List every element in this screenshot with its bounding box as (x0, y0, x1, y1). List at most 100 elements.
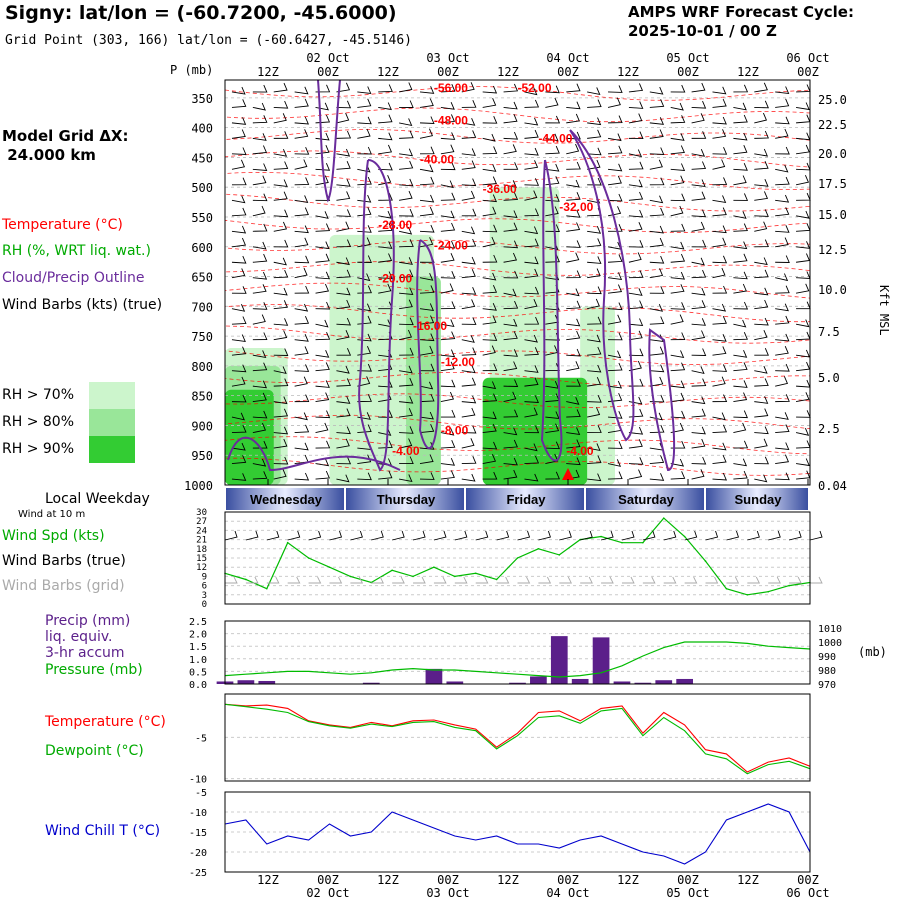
wind-barb (503, 361, 518, 372)
wind-barb (775, 86, 790, 95)
wind-barb (733, 392, 748, 403)
wind-barb (691, 408, 706, 418)
precip-bar (446, 681, 464, 684)
wind-barb (252, 163, 268, 172)
height-tick-2: 20.0 (818, 147, 847, 161)
wind-barb (294, 412, 308, 421)
wind-barb (775, 376, 789, 387)
wind-barb (294, 334, 309, 342)
wind-barb (608, 193, 623, 202)
wind-barb (733, 283, 747, 294)
wind-barb (440, 331, 456, 341)
wind-barb (587, 177, 602, 186)
wind-barb (336, 438, 350, 449)
wind-barb (482, 411, 497, 420)
wind-barb (566, 192, 581, 201)
wind-barb (482, 194, 498, 203)
surface-wind-barb (350, 530, 363, 541)
wind-barb (273, 179, 288, 188)
cloud-outline-5 (648, 328, 676, 472)
wind-barb (399, 347, 414, 356)
grid-wind-barb (413, 576, 426, 584)
wind-barb (649, 346, 664, 356)
pressure-tick-right-3: 1000 (818, 638, 842, 649)
wind-barb (712, 424, 728, 434)
wind-barb (252, 133, 267, 141)
wind-barb (399, 438, 413, 449)
wind-barb (294, 364, 310, 372)
wind-barb (378, 192, 393, 201)
wind-barb (733, 114, 748, 124)
wind-barb (231, 346, 247, 356)
rh80-swatch (89, 409, 135, 436)
wind-barb (566, 113, 580, 124)
wind-barb (670, 392, 685, 403)
wind-barb (733, 458, 748, 467)
wind-barb (524, 190, 538, 201)
wind-barb (649, 364, 665, 373)
wind-barb (524, 117, 539, 126)
precip-bar (550, 636, 568, 684)
wind-barb (566, 131, 581, 140)
wind-barb (649, 207, 665, 217)
isotherm-line-13 (224, 372, 811, 387)
wind-barb (231, 442, 246, 451)
wind-barb (566, 270, 581, 279)
weekday-cell-1 (346, 488, 464, 510)
wind-barb (795, 283, 810, 294)
wind-barb (399, 257, 413, 265)
wind-barb (775, 472, 790, 481)
wind-barb (482, 363, 498, 372)
wind-barb (252, 223, 268, 232)
top-time-tick-7: 00Z (677, 65, 699, 79)
wind-barb (712, 177, 728, 186)
isotherm-line-12 (224, 350, 811, 366)
wind-barb (608, 302, 623, 311)
weekday-cell-4 (706, 488, 808, 510)
wind-barb (503, 469, 518, 480)
precip-bar (237, 680, 255, 684)
windchill-tick-1: -10 (189, 808, 207, 819)
wind-barb (231, 286, 247, 294)
wind-barb (524, 87, 538, 96)
wind-barb (670, 302, 686, 310)
legend-wind-speed: Wind Spd (kts) (2, 528, 105, 544)
wind-barb (231, 364, 247, 373)
wind-barb (545, 423, 560, 434)
wind-barb (670, 284, 685, 294)
wind-barb (795, 392, 810, 403)
wind-barb (796, 458, 810, 467)
wind-barb (796, 410, 811, 418)
wind-barb (795, 319, 810, 328)
wind-barb (357, 176, 372, 186)
bottom-time-tick-3: 00Z (437, 873, 459, 887)
windchill-line (224, 803, 811, 865)
wind-barb (231, 455, 247, 465)
cloud-outline-2 (416, 239, 440, 450)
wind-barb (482, 164, 497, 172)
wind-barb (712, 195, 727, 203)
top-time-tick-4: 12Z (497, 65, 519, 79)
surface-wind-barb (538, 530, 551, 541)
wind-barb (524, 347, 539, 356)
wind-barb (419, 86, 435, 94)
wind-barb (357, 376, 371, 387)
wind-barb (628, 222, 643, 232)
wind-barb (712, 116, 727, 125)
wind-barb (628, 318, 644, 327)
isotherm-label-11: -12.00 (441, 355, 475, 369)
wind-barb (503, 331, 518, 341)
wind-barb (566, 143, 580, 155)
rh90-label: RH > 90% (2, 441, 75, 457)
wind-barb (231, 334, 246, 343)
precip-bar (530, 676, 547, 684)
wind-barb (587, 226, 602, 234)
grid-wind-barb (371, 576, 384, 584)
wind-barb (440, 283, 454, 294)
wind-barb (545, 97, 559, 108)
wind-barb (378, 253, 393, 263)
wind-barb (775, 424, 790, 434)
wind-barb (733, 362, 748, 372)
wind-barb (461, 347, 477, 356)
wind-barb (796, 349, 811, 358)
